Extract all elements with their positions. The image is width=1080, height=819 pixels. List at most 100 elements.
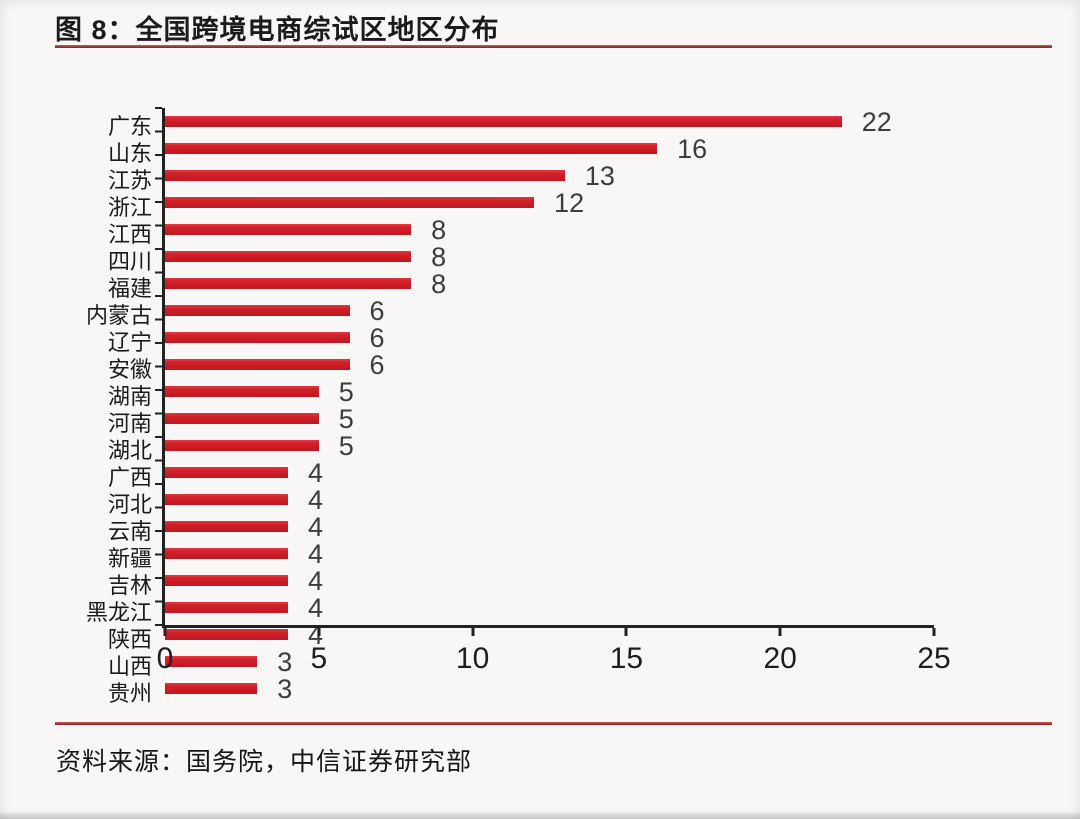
bar bbox=[165, 494, 289, 505]
bar-row: 陕西 4 bbox=[108, 621, 934, 652]
bar-row: 新疆 4 bbox=[108, 540, 934, 571]
bar bbox=[165, 467, 289, 478]
bar bbox=[165, 359, 350, 370]
category-label: 辽宁 bbox=[107, 329, 152, 355]
bottom-edge-shadow bbox=[0, 812, 1080, 819]
category-label: 广西 bbox=[107, 464, 152, 490]
x-axis-label: 15 bbox=[609, 642, 644, 675]
bar bbox=[165, 521, 289, 532]
value-label: 8 bbox=[431, 269, 447, 299]
bar bbox=[165, 683, 258, 694]
bar bbox=[165, 116, 842, 127]
bar-row: 江西 8 bbox=[108, 215, 934, 247]
bar-row: 安徽 6 bbox=[108, 351, 934, 382]
category-label: 四川 bbox=[107, 248, 152, 274]
category-label: 江西 bbox=[107, 221, 152, 247]
x-axis-tick bbox=[163, 628, 167, 636]
bar bbox=[165, 305, 350, 316]
category-label: 山西 bbox=[107, 653, 152, 679]
bar-row: 山西 3 bbox=[108, 647, 934, 679]
bar bbox=[165, 602, 289, 613]
value-label: 4 bbox=[308, 485, 324, 515]
value-label: 12 bbox=[554, 188, 585, 218]
bar-row: 广东 22 bbox=[108, 107, 934, 139]
bar bbox=[165, 575, 289, 586]
bar bbox=[165, 278, 412, 289]
value-label: 6 bbox=[369, 296, 385, 326]
bar bbox=[165, 251, 412, 262]
x-axis-tick bbox=[932, 628, 936, 636]
bar-row: 河北 4 bbox=[108, 485, 934, 517]
value-label: 8 bbox=[431, 215, 447, 245]
category-label: 云南 bbox=[107, 518, 152, 544]
value-label: 5 bbox=[338, 404, 354, 434]
bar bbox=[165, 332, 350, 343]
bar-row: 黑龙江 4 bbox=[86, 593, 934, 625]
bar-row: 湖南 5 bbox=[108, 377, 934, 409]
x-axis-tick bbox=[317, 628, 321, 636]
value-label: 5 bbox=[338, 431, 354, 461]
bar-row: 四川 8 bbox=[108, 242, 934, 274]
value-label: 6 bbox=[369, 323, 385, 353]
bar-row: 辽宁 6 bbox=[108, 323, 934, 355]
category-label: 安徽 bbox=[107, 356, 152, 382]
bar-row: 吉林 4 bbox=[108, 566, 934, 598]
value-label: 4 bbox=[308, 512, 324, 542]
value-label: 4 bbox=[308, 458, 324, 488]
bar-row: 内蒙古 6 bbox=[86, 296, 934, 328]
x-axis-tick bbox=[471, 628, 475, 636]
title-rule bbox=[55, 45, 1052, 48]
category-label: 河北 bbox=[107, 491, 152, 517]
category-label: 黑龙江 bbox=[85, 599, 152, 625]
bar-chart: 广东 22 山东 16 江苏 13 浙江 12 江西 8 四川 bbox=[86, 107, 951, 706]
source-rule bbox=[55, 722, 1052, 725]
category-label: 广东 bbox=[107, 113, 152, 139]
bar bbox=[165, 656, 258, 667]
bar-rows: 广东 22 山东 16 江苏 13 浙江 12 江西 8 四川 bbox=[86, 107, 934, 706]
category-label: 山东 bbox=[107, 140, 152, 166]
value-label: 13 bbox=[584, 161, 615, 191]
bar-row: 贵州 3 bbox=[108, 674, 934, 706]
bar bbox=[165, 629, 289, 640]
value-label: 16 bbox=[677, 134, 708, 164]
bar-row: 山东 16 bbox=[108, 134, 934, 166]
category-label: 河南 bbox=[107, 410, 152, 436]
value-label: 5 bbox=[338, 377, 354, 407]
category-label: 陕西 bbox=[107, 626, 152, 652]
category-label: 新疆 bbox=[107, 545, 152, 571]
category-label: 浙江 bbox=[107, 194, 152, 220]
value-label: 4 bbox=[308, 593, 324, 623]
bar bbox=[165, 170, 565, 181]
x-axis-line bbox=[162, 625, 934, 628]
bar bbox=[165, 413, 319, 424]
category-label: 内蒙古 bbox=[85, 302, 152, 328]
bar bbox=[165, 386, 319, 397]
figure-title: 图 8：全国跨境电商综试区地区分布 bbox=[55, 15, 500, 45]
bar-row: 浙江 12 bbox=[108, 188, 934, 220]
category-label: 湖北 bbox=[107, 437, 152, 463]
category-label: 吉林 bbox=[107, 572, 152, 598]
bar-row: 云南 4 bbox=[108, 512, 934, 544]
x-axis-tick bbox=[624, 628, 628, 636]
x-axis-tick bbox=[778, 628, 782, 636]
value-label: 22 bbox=[861, 107, 892, 137]
category-label: 湖南 bbox=[107, 383, 152, 409]
x-axis-label: 5 bbox=[310, 642, 328, 675]
bar-row: 河南 5 bbox=[108, 404, 934, 436]
value-label: 4 bbox=[308, 566, 324, 596]
y-axis-tick-marks bbox=[155, 107, 162, 627]
value-label: 3 bbox=[277, 647, 293, 677]
x-axis-label: 10 bbox=[455, 642, 490, 675]
value-label: 3 bbox=[277, 674, 293, 704]
bar-row: 湖北 5 bbox=[108, 431, 934, 463]
category-label: 福建 bbox=[107, 275, 152, 301]
category-label: 江苏 bbox=[107, 167, 152, 193]
value-label: 8 bbox=[431, 242, 447, 272]
category-label: 贵州 bbox=[107, 680, 152, 706]
bar bbox=[165, 197, 535, 208]
source-note: 资料来源：国务院，中信证券研究部 bbox=[56, 748, 473, 776]
bar bbox=[165, 224, 412, 235]
bar bbox=[165, 143, 658, 154]
bar bbox=[165, 548, 289, 559]
